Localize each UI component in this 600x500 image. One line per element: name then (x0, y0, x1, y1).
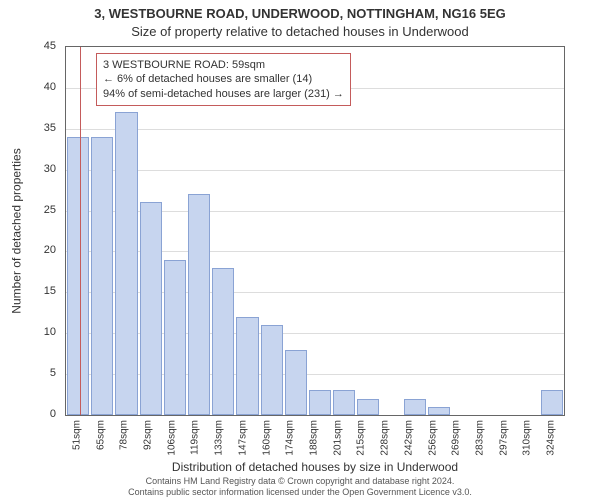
annotation-line1: 3 WESTBOURNE ROAD: 59sqm (103, 58, 344, 72)
x-tick-label: 188sqm (309, 420, 320, 456)
chart-subtitle: Size of property relative to detached ho… (0, 24, 600, 39)
bar (67, 137, 89, 415)
x-tick-label: 106sqm (166, 420, 177, 456)
bar (404, 399, 426, 415)
x-tick-label: 215sqm (356, 420, 367, 456)
bar (428, 407, 450, 415)
bar (115, 112, 137, 415)
chart-title: 3, WESTBOURNE ROAD, UNDERWOOD, NOTTINGHA… (0, 6, 600, 21)
y-tick-label: 20 (44, 244, 56, 256)
y-tick-label: 5 (50, 367, 56, 379)
y-tick-label: 10 (44, 326, 56, 338)
x-axis-label: Distribution of detached houses by size … (65, 460, 565, 474)
x-tick-label: 228sqm (380, 420, 391, 456)
x-tick-label: 283sqm (475, 420, 486, 456)
x-tick-label: 310sqm (522, 420, 533, 456)
y-tick-label: 25 (44, 204, 56, 216)
x-tick-label: 65sqm (95, 420, 106, 450)
y-tick-label: 45 (44, 40, 56, 52)
x-tick-label: 256sqm (427, 420, 438, 456)
x-tick-label: 242sqm (403, 420, 414, 456)
bar (140, 202, 162, 415)
y-tick-label: 40 (44, 81, 56, 93)
y-tick-label: 30 (44, 163, 56, 175)
x-tick-label: 174sqm (285, 420, 296, 456)
bar (164, 260, 186, 415)
y-tick-label: 0 (50, 408, 56, 420)
bar (212, 268, 234, 415)
plot-area: 3 WESTBOURNE ROAD: 59sqm ← 6% of detache… (65, 46, 565, 416)
annotation-line2: ← 6% of detached houses are smaller (14) (103, 72, 344, 86)
bar (309, 390, 331, 415)
x-tick-label: 324sqm (546, 420, 557, 456)
annotation-box: 3 WESTBOURNE ROAD: 59sqm ← 6% of detache… (96, 53, 351, 106)
y-tick-label: 15 (44, 285, 56, 297)
bar (285, 350, 307, 415)
x-axis-ticks: 51sqm 65sqm 78sqm 92sqm 106sqm 119sqm 133sqm 14… (65, 416, 565, 464)
x-tick-label: 297sqm (498, 420, 509, 456)
reference-line (80, 47, 81, 415)
footer: Contains HM Land Registry data © Crown c… (0, 476, 600, 498)
chart-root: 3, WESTBOURNE ROAD, UNDERWOOD, NOTTINGHA… (0, 0, 600, 500)
x-tick-label: 133sqm (214, 420, 225, 456)
x-tick-label: 78sqm (119, 420, 130, 450)
bar (261, 325, 283, 415)
footer-line1: Contains HM Land Registry data © Crown c… (0, 476, 600, 487)
y-axis-ticks: 051015202530354045 (0, 46, 60, 416)
bar (541, 390, 563, 415)
x-tick-label: 269sqm (451, 420, 462, 456)
x-tick-label: 119sqm (190, 420, 201, 455)
x-tick-label: 51sqm (71, 420, 82, 450)
bar (188, 194, 210, 415)
x-tick-label: 147sqm (237, 420, 248, 456)
bar (91, 137, 113, 415)
bar (357, 399, 379, 415)
footer-line2: Contains public sector information licen… (0, 487, 600, 498)
x-tick-label: 92sqm (143, 420, 154, 450)
x-tick-label: 201sqm (332, 420, 343, 456)
y-tick-label: 35 (44, 122, 56, 134)
bar (333, 390, 355, 415)
annotation-line3: 94% of semi-detached houses are larger (… (103, 87, 344, 101)
bar (236, 317, 258, 415)
x-tick-label: 160sqm (261, 420, 272, 456)
